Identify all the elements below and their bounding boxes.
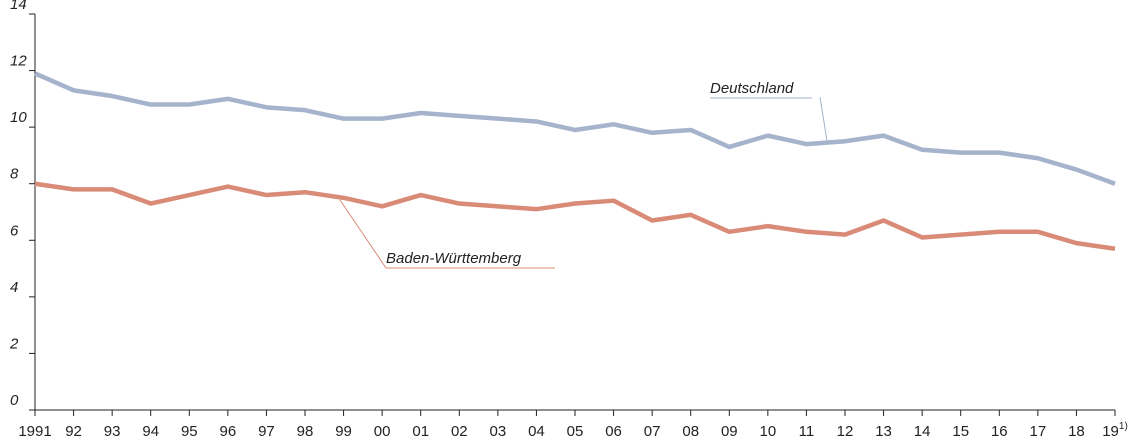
x-tick-label: 07 bbox=[644, 423, 661, 440]
x-tick-label: 06 bbox=[605, 423, 622, 440]
footnote-marker: 1) bbox=[1119, 421, 1128, 432]
x-tick-label: 94 bbox=[142, 423, 159, 440]
y-tick-label: 14 bbox=[10, 0, 27, 13]
data-line bbox=[34, 181, 1116, 251]
x-tick-label: 93 bbox=[104, 423, 121, 440]
x-tick-label: 15 bbox=[952, 423, 969, 440]
x-tick-label: 11 bbox=[799, 423, 815, 440]
y-tick-label: 12 bbox=[10, 53, 27, 70]
x-tick-label: 12 bbox=[837, 423, 854, 440]
y-tick-label: 0 bbox=[10, 392, 19, 409]
x-tick-label: 10 bbox=[760, 423, 777, 440]
x-tick-label: 191) bbox=[1102, 421, 1128, 440]
y-tick-label: 8 bbox=[10, 166, 19, 183]
x-tick-label: 97 bbox=[258, 423, 275, 440]
x-tick-label: 17 bbox=[1030, 423, 1047, 440]
x-tick-label: 03 bbox=[490, 423, 507, 440]
x-tick-label: 96 bbox=[220, 423, 237, 440]
x-tick-label: 04 bbox=[528, 423, 545, 440]
x-tick-label: 00 bbox=[374, 423, 391, 440]
y-tick-label: 4 bbox=[10, 279, 18, 296]
y-tick-label: 6 bbox=[10, 222, 19, 239]
x-tick-label: 1991 bbox=[18, 423, 51, 440]
series-label: Deutschland bbox=[710, 80, 794, 97]
x-tick-label: 13 bbox=[875, 423, 892, 440]
x-tick-label: 01 bbox=[412, 423, 429, 440]
x-tick-label: 16 bbox=[991, 423, 1008, 440]
x-tick-label: 09 bbox=[721, 423, 738, 440]
x-tick-label: 08 bbox=[682, 423, 699, 440]
label-leader bbox=[339, 199, 387, 269]
x-tick-label: 99 bbox=[335, 423, 352, 440]
x-tick-label: 95 bbox=[181, 423, 198, 440]
label-leader bbox=[819, 96, 828, 142]
series-label: Baden-Württemberg bbox=[386, 250, 522, 267]
x-tick-label: 98 bbox=[297, 423, 314, 440]
x-tick-label: 05 bbox=[567, 423, 584, 440]
x-tick-label: 18 bbox=[1068, 423, 1085, 440]
y-tick-label: 2 bbox=[9, 335, 19, 352]
x-tick-label: 14 bbox=[914, 423, 931, 440]
y-tick-label: 10 bbox=[10, 109, 27, 126]
x-tick-label: 02 bbox=[451, 423, 468, 440]
x-tick-label: 92 bbox=[65, 423, 82, 440]
data-line bbox=[34, 71, 1116, 186]
